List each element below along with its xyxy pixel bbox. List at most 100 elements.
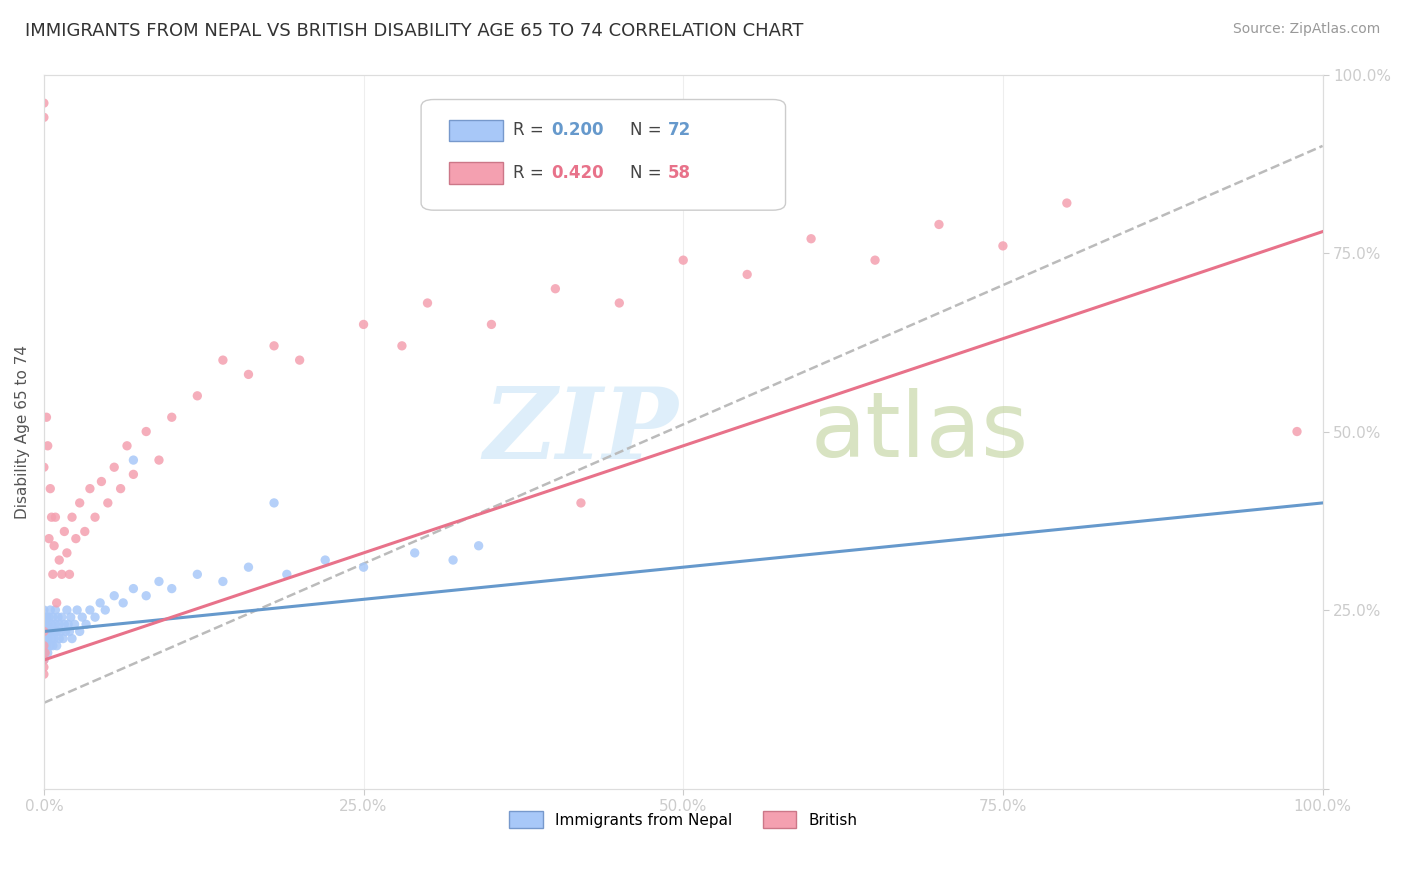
FancyBboxPatch shape xyxy=(422,100,786,211)
Point xyxy=(42,610,65,624)
Point xyxy=(32,624,55,639)
Point xyxy=(32,603,55,617)
Point xyxy=(39,603,62,617)
Point xyxy=(79,603,101,617)
Point xyxy=(56,603,79,617)
Point xyxy=(84,610,107,624)
Point xyxy=(32,624,55,639)
Point xyxy=(32,460,55,475)
Point xyxy=(46,610,69,624)
Point xyxy=(39,639,62,653)
Point xyxy=(69,624,91,639)
Point xyxy=(59,610,82,624)
Text: 0.420: 0.420 xyxy=(551,164,605,182)
FancyBboxPatch shape xyxy=(450,120,503,141)
Point xyxy=(60,632,83,646)
Point xyxy=(41,617,63,632)
Point xyxy=(34,646,56,660)
Point xyxy=(800,232,823,246)
Point xyxy=(32,653,55,667)
Point xyxy=(353,560,375,574)
Text: 58: 58 xyxy=(668,164,690,182)
Point xyxy=(44,510,66,524)
Point xyxy=(32,111,55,125)
Point xyxy=(35,624,58,639)
Point xyxy=(607,296,630,310)
Point xyxy=(148,453,170,467)
Point xyxy=(42,624,65,639)
Text: atlas: atlas xyxy=(811,387,1029,475)
Point xyxy=(186,389,208,403)
Point xyxy=(73,524,96,539)
Point xyxy=(103,589,125,603)
Point xyxy=(56,546,79,560)
Point xyxy=(39,482,62,496)
Point xyxy=(35,610,58,624)
Point xyxy=(44,617,66,632)
Point xyxy=(45,639,67,653)
Point xyxy=(89,596,111,610)
Point xyxy=(32,639,55,653)
Point xyxy=(58,624,80,639)
Point xyxy=(32,639,55,653)
Point xyxy=(35,410,58,425)
Point xyxy=(32,653,55,667)
Point xyxy=(288,353,311,368)
Point xyxy=(32,646,55,660)
Point xyxy=(110,482,132,496)
Text: 0.200: 0.200 xyxy=(551,121,605,139)
Point xyxy=(148,574,170,589)
Point xyxy=(115,439,138,453)
Point xyxy=(404,546,426,560)
Point xyxy=(122,467,145,482)
Point xyxy=(928,218,950,232)
FancyBboxPatch shape xyxy=(450,162,503,184)
Text: IMMIGRANTS FROM NEPAL VS BRITISH DISABILITY AGE 65 TO 74 CORRELATION CHART: IMMIGRANTS FROM NEPAL VS BRITISH DISABIL… xyxy=(25,22,804,40)
Point xyxy=(32,667,55,681)
Point xyxy=(37,617,59,632)
Point xyxy=(84,510,107,524)
Point xyxy=(42,539,65,553)
Point xyxy=(65,532,87,546)
Point xyxy=(263,339,285,353)
Point xyxy=(212,574,235,589)
Point xyxy=(63,617,86,632)
Point xyxy=(37,439,59,453)
Point xyxy=(48,632,70,646)
Point xyxy=(38,610,60,624)
Point xyxy=(186,567,208,582)
Text: R =: R = xyxy=(513,121,550,139)
Point xyxy=(569,496,592,510)
Point xyxy=(90,475,112,489)
Point xyxy=(97,496,120,510)
Point xyxy=(42,639,65,653)
Point xyxy=(672,253,695,268)
Point xyxy=(42,632,65,646)
Point xyxy=(48,617,70,632)
Point xyxy=(34,632,56,646)
Text: Source: ZipAtlas.com: Source: ZipAtlas.com xyxy=(1233,22,1381,37)
Point xyxy=(55,624,77,639)
Point xyxy=(991,239,1014,253)
Point xyxy=(53,524,76,539)
Point xyxy=(135,589,157,603)
Point xyxy=(38,532,60,546)
Point xyxy=(34,617,56,632)
Point xyxy=(60,510,83,524)
Point xyxy=(75,617,97,632)
Point xyxy=(49,624,72,639)
Point xyxy=(391,339,413,353)
Point xyxy=(238,560,260,574)
Point xyxy=(41,632,63,646)
Point xyxy=(238,368,260,382)
Point xyxy=(37,646,59,660)
Point xyxy=(32,610,55,624)
Point xyxy=(45,624,67,639)
Point xyxy=(53,617,76,632)
Point xyxy=(353,318,375,332)
Point xyxy=(42,567,65,582)
Text: N =: N = xyxy=(630,164,666,182)
Point xyxy=(32,96,55,111)
Point xyxy=(32,639,55,653)
Point xyxy=(39,624,62,639)
